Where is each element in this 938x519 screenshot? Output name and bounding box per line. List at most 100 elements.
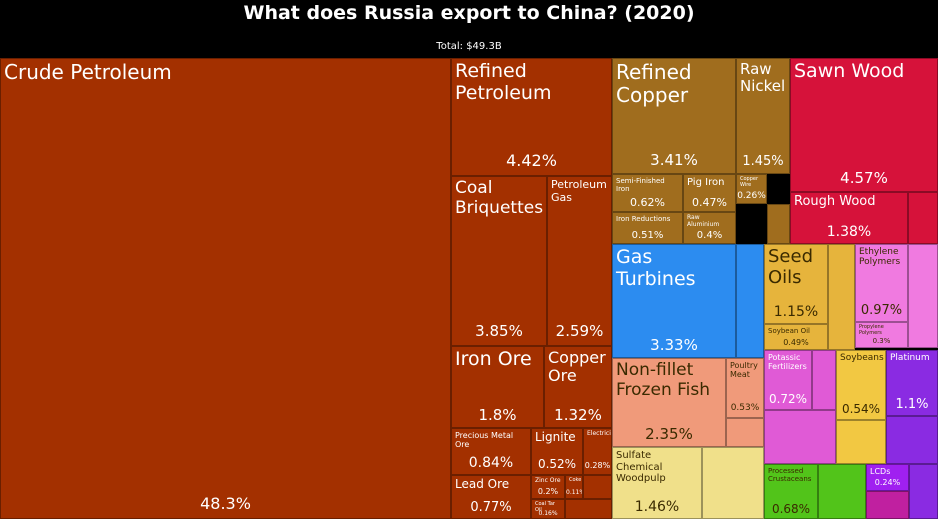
- treemap-value: 0.49%: [783, 338, 809, 347]
- treemap-label: Coal Tar Oil: [535, 501, 555, 513]
- treemap-label: Poultry Meat: [730, 361, 758, 380]
- treemap-minor-cell: [767, 204, 790, 244]
- treemap-label: Electricity: [587, 430, 611, 437]
- treemap-value: 0.84%: [468, 455, 514, 471]
- treemap-minor-cell: [764, 410, 836, 464]
- treemap-label: Soybean Oil: [768, 327, 810, 335]
- treemap-cell-coal-tar-oil[interactable]: Coal Tar Oil 0.16%: [531, 499, 565, 519]
- treemap-value: 0.51%: [631, 230, 664, 241]
- treemap-minor-cell: [702, 447, 764, 519]
- treemap-cell-processed-crustaceans[interactable]: Processed Crustaceans 0.68%: [764, 464, 818, 519]
- treemap-minor-cell: [583, 475, 612, 499]
- treemap-label: Gas Turbines: [616, 246, 696, 290]
- treemap-label: Copper Wire: [740, 176, 759, 188]
- treemap-cell-soybeans[interactable]: Soybeans 0.54%: [836, 350, 886, 420]
- treemap-label: Soybeans: [840, 353, 884, 363]
- treemap-label: Semi-Finished Iron: [616, 177, 665, 194]
- treemap-value: 2.59%: [555, 322, 604, 340]
- treemap-label: Copper Ore: [548, 348, 606, 386]
- treemap-label: Seed Oils: [768, 246, 813, 288]
- treemap-cell-rough-wood[interactable]: Rough Wood 1.38%: [790, 192, 908, 244]
- treemap-value: 0.2%: [537, 487, 559, 496]
- treemap-cell-potassic-fertilizers[interactable]: Potassic Fertilizers 0.72%: [764, 350, 812, 410]
- treemap-cell-lignite[interactable]: Lignite 0.52%: [531, 428, 583, 475]
- treemap-minor-cell: [812, 350, 836, 410]
- treemap-value: 0.3%: [872, 337, 891, 345]
- treemap-cell-copper-ore[interactable]: Copper Ore 1.32%: [544, 346, 612, 428]
- treemap-value: 3.33%: [650, 336, 698, 354]
- treemap-label: Petroleum Gas: [551, 178, 607, 204]
- treemap-value: 48.3%: [200, 494, 251, 513]
- treemap-label: Propylene Polymers: [859, 324, 884, 336]
- treemap-cell-seed-oils[interactable]: Seed Oils 1.15%: [764, 244, 828, 324]
- treemap-cell-iron-reductions[interactable]: Iron Reductions 0.51%: [612, 212, 683, 244]
- treemap-cell-poultry-meat[interactable]: Poultry Meat 0.53%: [726, 358, 764, 418]
- treemap-cell-platinum[interactable]: Platinum 1.1%: [886, 350, 938, 416]
- treemap-label: Zinc Ore: [535, 477, 561, 484]
- treemap-label: Rough Wood: [794, 194, 876, 209]
- treemap-minor-cell: [565, 499, 612, 519]
- treemap-cell-sulfate-chemical-woodpulp[interactable]: Sulfate Chemical Woodpulp 1.46%: [612, 447, 702, 519]
- treemap-label: Raw Aluminium: [687, 214, 720, 228]
- treemap-value: 1.32%: [554, 406, 602, 424]
- treemap-cell-ethylene-polymers[interactable]: Ethylene Polymers 0.97%: [855, 244, 908, 322]
- chart-title: What does Russia export to China? (2020): [243, 2, 695, 24]
- treemap-label: Sawn Wood: [794, 60, 905, 82]
- treemap-cell-iron-ore[interactable]: Iron Ore 1.8%: [451, 346, 544, 428]
- treemap-value: 0.72%: [768, 392, 808, 406]
- treemap-cell-gas-turbines[interactable]: Gas Turbines 3.33%: [612, 244, 736, 358]
- treemap-label: Ethylene Polymers: [859, 247, 901, 268]
- treemap-value: 0.77%: [470, 500, 512, 515]
- treemap-value: 1.15%: [773, 304, 819, 320]
- treemap-minor-cell: [736, 244, 764, 358]
- treemap-cell-coal-briquettes[interactable]: Coal Briquettes 3.85%: [451, 176, 547, 346]
- treemap-value: 0.52%: [537, 457, 577, 471]
- treemap-cell-sawn-wood[interactable]: Sawn Wood 4.57%: [790, 58, 938, 192]
- treemap-minor-cell: [828, 244, 855, 350]
- treemap-value: 4.42%: [506, 151, 557, 170]
- treemap-cell-precious-metal-ore[interactable]: Precious Metal Ore 0.84%: [451, 428, 531, 475]
- treemap-value: 0.53%: [730, 403, 760, 413]
- treemap-minor-cell: [726, 418, 764, 447]
- treemap-cell-petroleum-gas[interactable]: Petroleum Gas 2.59%: [547, 176, 612, 346]
- treemap-label: Platinum: [890, 353, 930, 363]
- treemap-cell-semi-finished-iron[interactable]: Semi-Finished Iron 0.62%: [612, 174, 683, 212]
- treemap-value: 0.62%: [630, 196, 665, 209]
- treemap-cell-copper-wire[interactable]: Copper Wire 0.26%: [736, 174, 767, 204]
- treemap-cell-non-fillet-frozen-fish[interactable]: Non-fillet Frozen Fish 2.35%: [612, 358, 726, 447]
- treemap-label: Processed Crustaceans: [768, 467, 812, 484]
- treemap-label: Non-fillet Frozen Fish: [616, 360, 711, 400]
- treemap-minor-cell: [909, 464, 938, 519]
- treemap-cell-lead-ore[interactable]: Lead Ore 0.77%: [451, 475, 531, 519]
- treemap-value: 1.45%: [742, 154, 784, 169]
- treemap-value: 3.41%: [650, 151, 698, 169]
- treemap-cell-pig-iron[interactable]: Pig Iron 0.47%: [683, 174, 736, 212]
- treemap-minor-cell: [836, 420, 886, 464]
- treemap-cell-raw-aluminium[interactable]: Raw Aluminium 0.4%: [683, 212, 736, 244]
- treemap-cell-crude-petroleum[interactable]: Crude Petroleum 48.3%: [0, 58, 451, 519]
- treemap-minor-cell: [908, 192, 938, 244]
- treemap-value: 3.85%: [475, 322, 523, 340]
- treemap-cell-refined-petroleum[interactable]: Refined Petroleum 4.42%: [451, 58, 612, 176]
- treemap-cell-zinc-ore[interactable]: Zinc Ore 0.2%: [531, 475, 565, 499]
- treemap-cell-lcds[interactable]: LCDs 0.24%: [866, 464, 909, 491]
- treemap-label: Coke: [569, 477, 582, 483]
- treemap-cell-electricity[interactable]: Electricity 0.28%: [583, 428, 612, 475]
- treemap-cell-coke[interactable]: Coke 0.11%: [565, 475, 583, 499]
- treemap-minor-cell: [886, 416, 938, 464]
- treemap-cell-refined-copper[interactable]: Refined Copper 3.41%: [612, 58, 736, 174]
- treemap-label: Potassic Fertilizers: [768, 353, 807, 372]
- chart-total: Total: $49.3B: [436, 41, 502, 52]
- treemap-cell-raw-nickel[interactable]: Raw Nickel 1.45%: [736, 58, 790, 174]
- treemap-label: Coal Briquettes: [455, 178, 544, 218]
- treemap-label: Pig Iron: [687, 177, 725, 188]
- treemap-value: 1.46%: [634, 499, 680, 515]
- treemap-value: 0.47%: [692, 196, 727, 209]
- treemap-value: 0.68%: [771, 502, 811, 516]
- treemap-label: Sulfate Chemical Woodpulp: [616, 450, 666, 484]
- treemap-label: Raw Nickel: [740, 60, 786, 96]
- treemap-cell-soybean-oil[interactable]: Soybean Oil 0.49%: [764, 324, 828, 350]
- treemap-cell-propylene-polymers[interactable]: Propylene Polymers 0.3%: [855, 322, 908, 348]
- treemap-label: Refined Copper: [616, 60, 692, 107]
- treemap-value: 1.1%: [895, 397, 929, 412]
